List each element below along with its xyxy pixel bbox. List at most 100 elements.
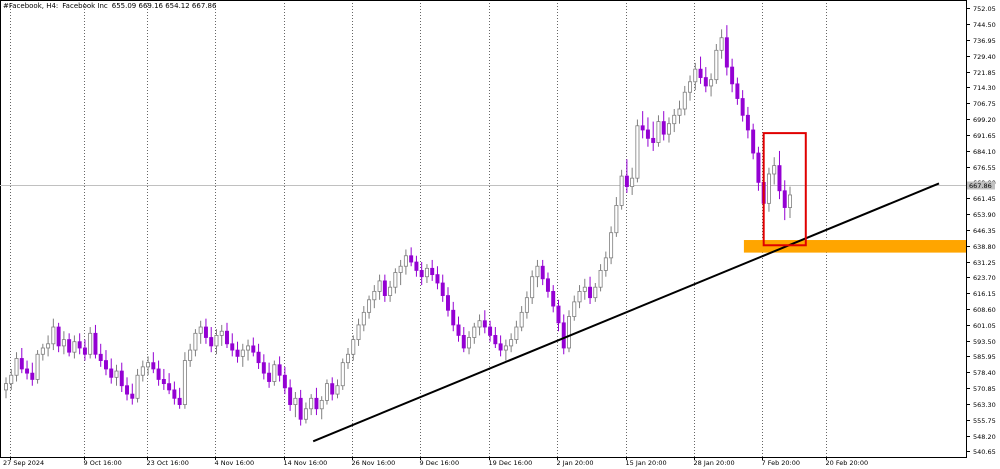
bullish-candle[interactable]: [603, 257, 608, 271]
bullish-candle[interactable]: [193, 332, 198, 351]
bullish-candle[interactable]: [693, 68, 698, 83]
bearish-candle[interactable]: [209, 337, 214, 347]
bullish-candle[interactable]: [688, 81, 693, 93]
bullish-candle[interactable]: [614, 205, 619, 234]
bullish-candle[interactable]: [346, 353, 350, 364]
bearish-candle[interactable]: [172, 389, 177, 399]
bearish-candle[interactable]: [93, 332, 98, 355]
bearish-candle[interactable]: [488, 326, 493, 336]
bearish-candle[interactable]: [409, 255, 414, 263]
bearish-candle[interactable]: [177, 397, 182, 405]
bullish-candle[interactable]: [535, 265, 540, 278]
bearish-candle[interactable]: [561, 322, 566, 349]
bearish-candle[interactable]: [230, 343, 235, 351]
bearish-candle[interactable]: [698, 68, 703, 78]
bearish-candle[interactable]: [545, 278, 550, 292]
bullish-candle[interactable]: [766, 173, 771, 204]
highlight-box[interactable]: [762, 132, 807, 247]
bullish-candle[interactable]: [598, 270, 603, 288]
bearish-candle[interactable]: [109, 368, 114, 378]
bullish-candle[interactable]: [630, 177, 635, 187]
bearish-candle[interactable]: [451, 309, 456, 326]
bearish-candle[interactable]: [56, 326, 61, 347]
bearish-candle[interactable]: [440, 282, 445, 296]
bullish-candle[interactable]: [303, 408, 308, 420]
bullish-candle[interactable]: [324, 383, 329, 401]
bullish-candle[interactable]: [219, 330, 224, 336]
bullish-candle[interactable]: [246, 345, 251, 351]
bullish-candle[interactable]: [4, 383, 8, 391]
bullish-candle[interactable]: [577, 290, 582, 303]
bearish-candle[interactable]: [251, 345, 256, 353]
bullish-candle[interactable]: [214, 335, 219, 347]
bearish-candle[interactable]: [540, 265, 545, 280]
bullish-candle[interactable]: [135, 374, 140, 399]
bearish-candle[interactable]: [414, 261, 419, 271]
bullish-candle[interactable]: [593, 286, 598, 299]
bullish-candle[interactable]: [35, 353, 40, 380]
bullish-candle[interactable]: [772, 165, 777, 175]
bearish-candle[interactable]: [482, 320, 487, 328]
bullish-candle[interactable]: [467, 337, 472, 349]
bearish-candle[interactable]: [203, 326, 208, 338]
bullish-candle[interactable]: [424, 267, 429, 278]
bullish-candle[interactable]: [46, 343, 51, 349]
bearish-candle[interactable]: [551, 290, 556, 307]
bullish-candle[interactable]: [714, 49, 719, 81]
bearish-candle[interactable]: [745, 114, 750, 131]
bearish-candle[interactable]: [25, 368, 30, 374]
bearish-candle[interactable]: [98, 353, 103, 361]
bullish-candle[interactable]: [398, 265, 403, 273]
bullish-candle[interactable]: [377, 280, 382, 292]
bearish-candle[interactable]: [556, 305, 561, 324]
bullish-candle[interactable]: [519, 311, 524, 328]
bullish-candle[interactable]: [388, 286, 393, 296]
bearish-candle[interactable]: [30, 372, 35, 380]
bearish-candle[interactable]: [225, 330, 229, 345]
bullish-candle[interactable]: [14, 358, 19, 376]
bearish-candle[interactable]: [288, 387, 293, 405]
bullish-candle[interactable]: [114, 370, 119, 378]
bullish-candle[interactable]: [309, 397, 314, 410]
bearish-candle[interactable]: [703, 77, 708, 87]
bearish-candle[interactable]: [282, 374, 287, 389]
bullish-candle[interactable]: [367, 299, 372, 313]
bearish-candle[interactable]: [125, 385, 129, 395]
bearish-candle[interactable]: [651, 137, 656, 143]
bearish-candle[interactable]: [493, 335, 498, 345]
bullish-candle[interactable]: [40, 347, 45, 355]
bearish-candle[interactable]: [261, 362, 266, 374]
bearish-candle[interactable]: [461, 335, 466, 349]
bullish-candle[interactable]: [672, 114, 677, 125]
bullish-candle[interactable]: [188, 349, 193, 361]
bearish-candle[interactable]: [735, 83, 740, 99]
bullish-candle[interactable]: [240, 349, 245, 357]
bullish-candle[interactable]: [9, 374, 14, 385]
bullish-candle[interactable]: [361, 311, 366, 326]
bearish-candle[interactable]: [119, 370, 124, 387]
bullish-candle[interactable]: [372, 290, 377, 301]
bearish-candle[interactable]: [235, 349, 240, 357]
bullish-candle[interactable]: [198, 326, 203, 334]
bearish-candle[interactable]: [645, 129, 650, 139]
bearish-candle[interactable]: [314, 397, 319, 410]
bearish-candle[interactable]: [640, 125, 645, 131]
bearish-candle[interactable]: [588, 286, 593, 299]
bearish-candle[interactable]: [756, 152, 761, 183]
bullish-candle[interactable]: [709, 79, 714, 87]
bearish-candle[interactable]: [103, 360, 108, 370]
bullish-candle[interactable]: [403, 255, 408, 267]
bullish-candle[interactable]: [335, 385, 340, 395]
bearish-candle[interactable]: [156, 368, 161, 380]
bullish-candle[interactable]: [61, 339, 66, 347]
bullish-candle[interactable]: [677, 108, 682, 116]
bullish-candle[interactable]: [682, 91, 687, 110]
bearish-candle[interactable]: [130, 393, 135, 399]
bearish-candle[interactable]: [330, 383, 335, 395]
bearish-candle[interactable]: [419, 270, 424, 278]
bearish-candle[interactable]: [256, 351, 261, 364]
ascending-trendline[interactable]: [312, 182, 940, 443]
bullish-candle[interactable]: [477, 320, 482, 328]
bearish-candle[interactable]: [782, 190, 787, 208]
bullish-candle[interactable]: [514, 326, 519, 341]
